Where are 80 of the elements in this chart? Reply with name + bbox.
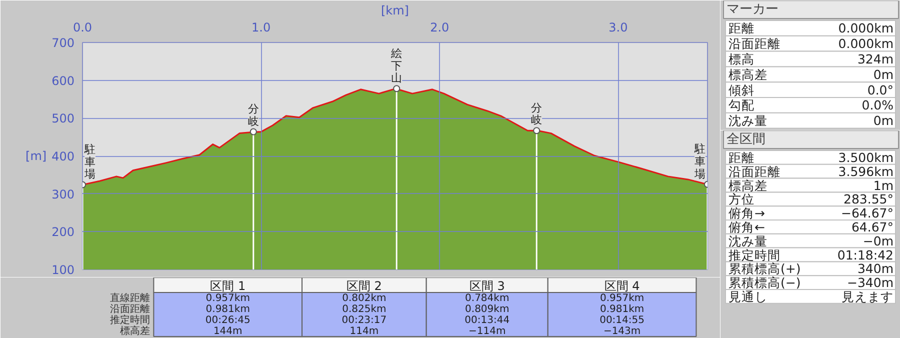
text: 0m xyxy=(873,66,894,82)
category-label: 推定時間 xyxy=(110,315,150,326)
text: 340m xyxy=(857,261,894,276)
text: 0.957km xyxy=(206,293,250,304)
text: 0.000km xyxy=(838,20,894,36)
annotation: 駐車場 xyxy=(84,143,96,181)
text: 標高差 xyxy=(728,66,768,82)
category-label: 沿面距離 xyxy=(110,304,150,315)
text: 累積標高(−) xyxy=(728,275,801,290)
annotation: 分岐 xyxy=(531,101,542,127)
x-axis-title: [km] xyxy=(381,4,410,18)
text: 0.784km xyxy=(465,293,510,304)
text: 俯角← xyxy=(728,219,765,234)
text: 0.0% xyxy=(862,98,894,113)
category-label: 区間 1 xyxy=(210,279,246,293)
text: 見通し xyxy=(728,288,768,304)
text: −0m xyxy=(862,233,894,248)
x-tick-label: 0.0 xyxy=(72,20,92,34)
annotation: 分岐 xyxy=(248,102,259,128)
text: 0.809km xyxy=(465,304,510,315)
text: 距離 xyxy=(728,150,754,165)
text: 114m xyxy=(350,326,379,337)
y-tick-label: 500 xyxy=(52,112,74,126)
text: 0.981km xyxy=(600,304,644,315)
category-label: 区間 4 xyxy=(604,279,640,293)
y-tick-label: 700 xyxy=(52,36,74,50)
y-tick-label: 100 xyxy=(52,263,74,277)
x-tick-label: 2.0 xyxy=(430,20,450,34)
text: 見えます xyxy=(842,288,894,304)
text: 0m xyxy=(873,113,894,128)
text: 沿面距離 xyxy=(728,36,780,52)
text: 累積標高(+) xyxy=(728,261,801,276)
text: 3.500km xyxy=(838,150,894,165)
text: 00:14:55 xyxy=(600,315,645,326)
y-axis-title: [m] xyxy=(26,149,47,163)
annotation: 絵下山 xyxy=(390,46,402,85)
text: 沈み量 xyxy=(728,113,768,128)
y-tick-label: 200 xyxy=(52,225,74,240)
annotation: 駐車場 xyxy=(694,142,706,180)
text: 距離 xyxy=(728,20,754,36)
text: 沈み量 xyxy=(728,233,768,248)
text: 324m xyxy=(857,52,894,66)
text: −114m xyxy=(468,326,506,337)
text: 0.981km xyxy=(206,304,250,315)
text: 俯角→ xyxy=(728,206,765,221)
text: 全区間 xyxy=(726,132,766,147)
text: 方位 xyxy=(728,192,754,207)
text: マーカー xyxy=(726,2,778,17)
text: 00:13:44 xyxy=(464,315,510,326)
text: 推定時間 xyxy=(728,247,780,262)
text: 標高 xyxy=(728,52,754,66)
x-tick-label: 3.0 xyxy=(608,20,628,34)
text: 00:26:45 xyxy=(205,315,250,326)
text: 283.55° xyxy=(844,192,894,207)
text: 64.67° xyxy=(851,219,894,234)
text: 勾配 xyxy=(728,98,754,113)
x-tick-label: 1.0 xyxy=(252,20,271,34)
text: 00:23:17 xyxy=(342,315,387,326)
y-tick-label: 600 xyxy=(52,74,74,88)
text: 沿面距離 xyxy=(728,164,780,179)
text: 0.802km xyxy=(342,293,386,304)
text: −340m xyxy=(846,275,894,290)
y-tick-label: 400 xyxy=(52,150,74,164)
category-label: 標高差 xyxy=(120,326,150,337)
text: 標高差 xyxy=(728,178,768,193)
text: 0.000km xyxy=(838,36,894,52)
category-label: 直線距離 xyxy=(110,293,150,304)
text: 0.957km xyxy=(600,293,644,304)
text: 傾斜 xyxy=(728,82,754,98)
text: −64.67° xyxy=(840,206,894,221)
text: 0.825km xyxy=(342,304,386,315)
category-label: 区間 2 xyxy=(346,279,382,293)
text: −143m xyxy=(603,326,641,337)
text: 3.596km xyxy=(838,164,894,179)
text: 0.0° xyxy=(867,82,894,98)
text: 144m xyxy=(213,326,242,337)
category-label: 区間 3 xyxy=(469,279,505,293)
y-tick-label: 300 xyxy=(52,187,74,202)
text: 01:18:42 xyxy=(837,247,894,262)
text: 1m xyxy=(873,178,894,193)
